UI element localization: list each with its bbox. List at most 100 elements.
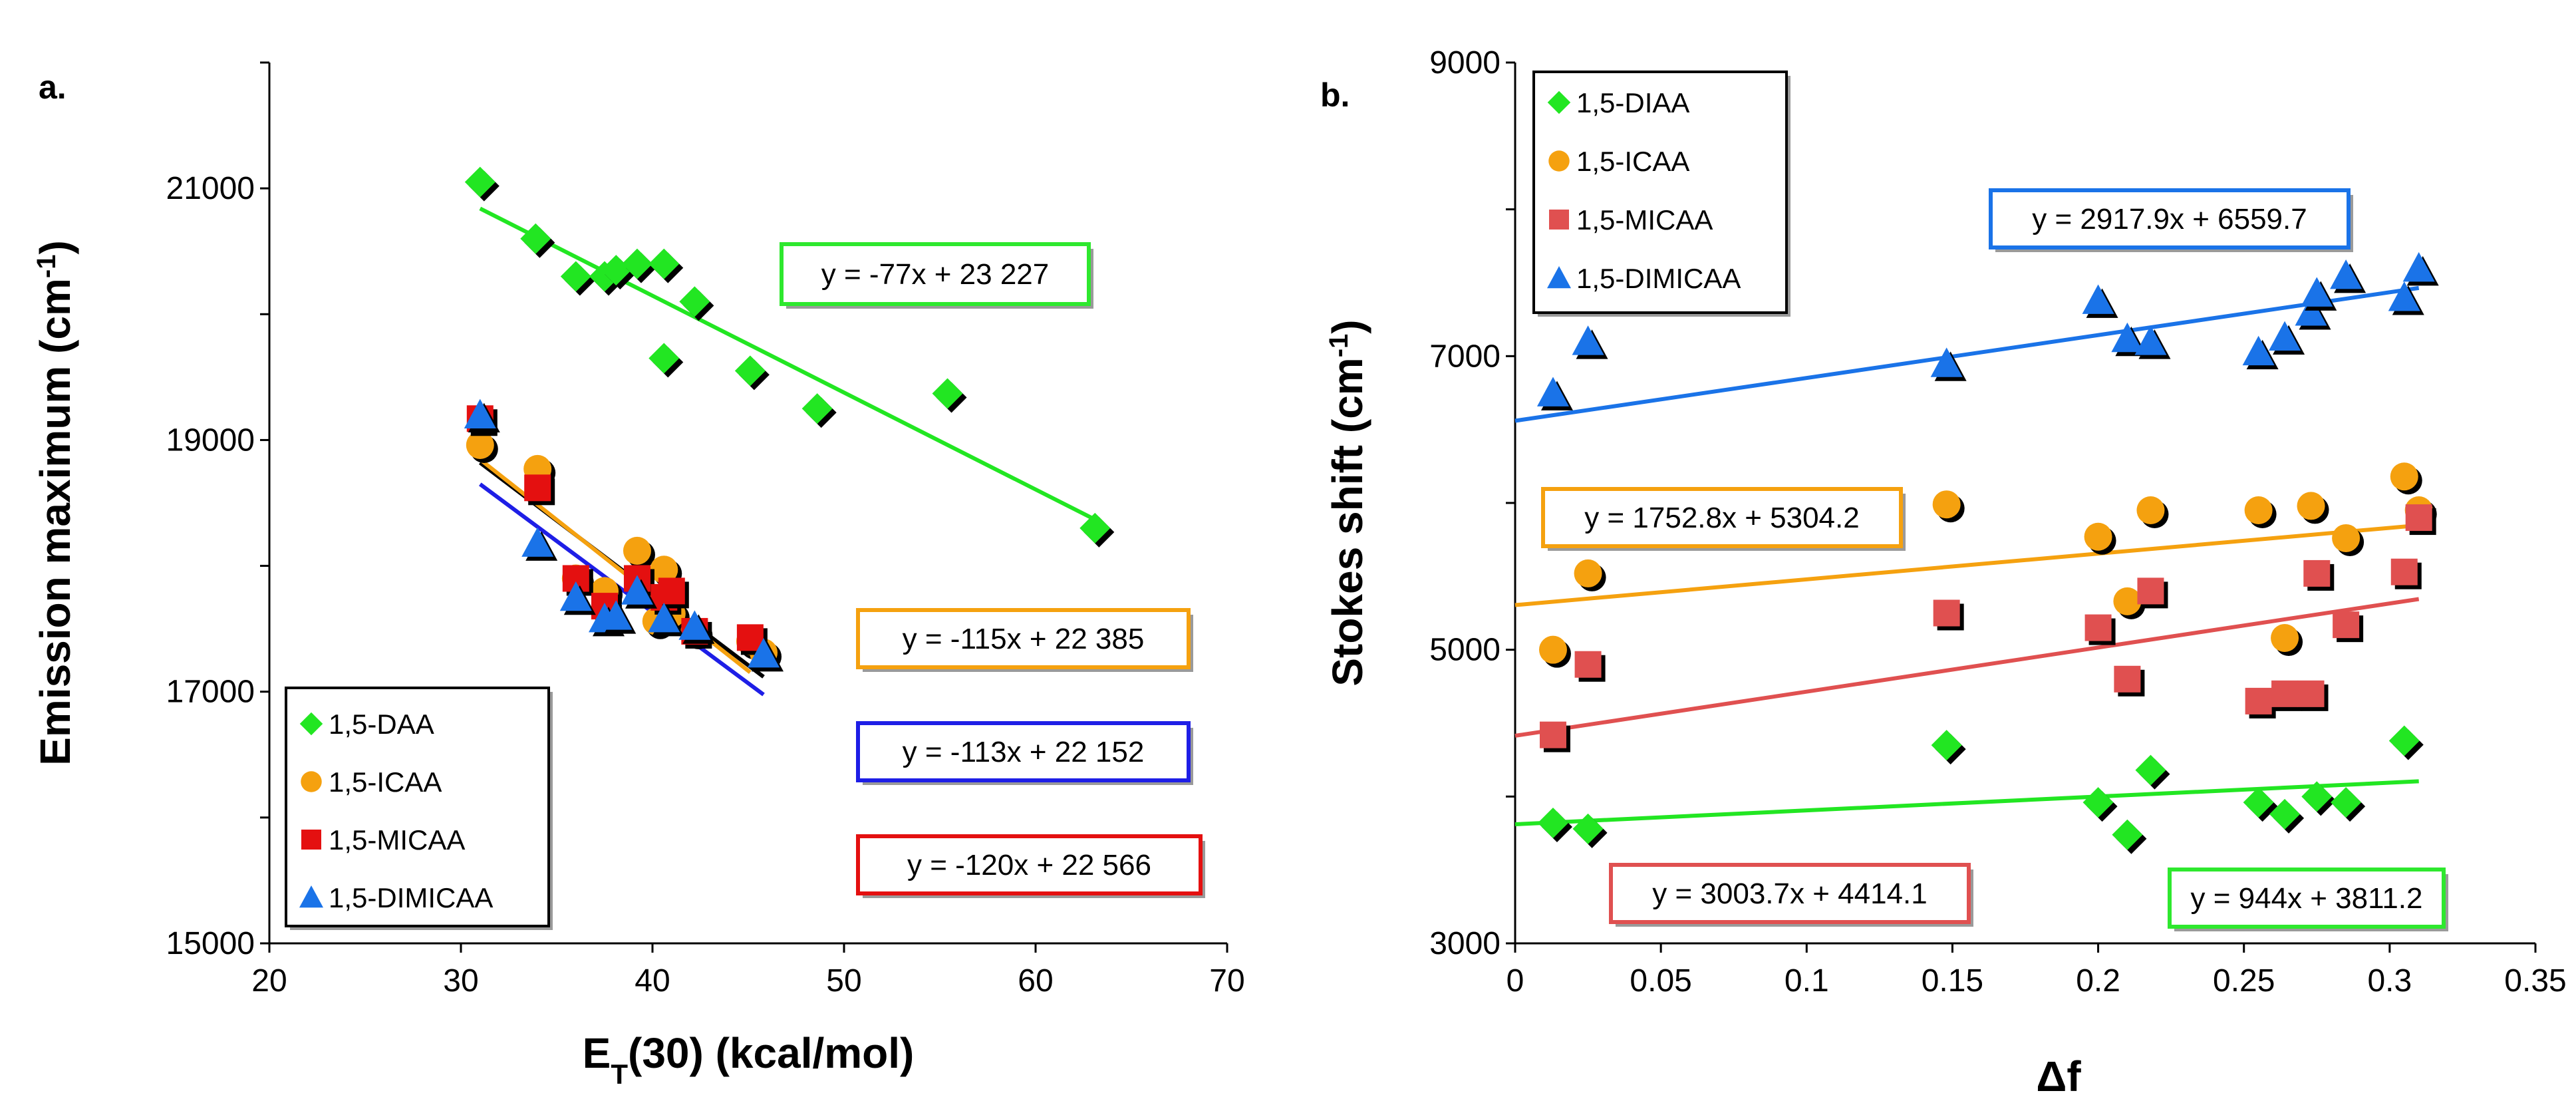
legend-entry: 1,5-DIAA	[1576, 87, 1689, 118]
y-tick-label: 5000	[1429, 633, 1501, 668]
x-tick-label: 0.25	[2213, 963, 2275, 999]
equation-box: y = 2917.9x + 6559.7	[1989, 188, 2353, 252]
fit-line-1,5-DIAA	[1514, 779, 2419, 826]
data-point	[2082, 284, 2114, 314]
data-point	[2388, 281, 2420, 311]
data-point	[748, 637, 780, 668]
series-1,5-DIMICAA	[1536, 251, 2439, 410]
data-point	[621, 248, 652, 279]
legend-marker	[299, 712, 323, 736]
y-tick-label: 19000	[166, 422, 255, 458]
equation-label: y = 2917.9x + 6559.7	[2032, 203, 2307, 236]
fit-line-1,5-DIMICAA	[479, 482, 765, 697]
y-tick-label: 9000	[1429, 45, 1501, 80]
legend-marker	[1549, 210, 1569, 230]
data-point	[2269, 798, 2301, 830]
data-point	[1572, 813, 1604, 844]
data-point	[464, 166, 496, 198]
data-point	[2134, 325, 2167, 355]
panel-label: b.	[1320, 77, 1350, 114]
data-point	[1574, 651, 1602, 678]
series-1,5-DIAA	[1537, 725, 2424, 854]
chart-panel-b: 3000 5000 7000 9000 0 0.05 0.1 0.15 0.2 0.25 0.3 0.…	[1320, 45, 2567, 1100]
x-tick-label: 20	[251, 963, 287, 999]
data-point	[678, 610, 711, 640]
x-tick-label: 30	[443, 963, 478, 999]
data-point	[1536, 377, 1569, 406]
y-axis-title-main: Stokes shift (cm	[1324, 357, 1371, 686]
data-point	[2244, 496, 2273, 525]
data-point	[2390, 558, 2418, 585]
data-point	[1930, 347, 1963, 377]
legend-entry: 1,5-DAA	[329, 709, 434, 740]
data-point	[2271, 624, 2299, 653]
data-point	[2333, 611, 2360, 639]
y-axis-title-superscript: -1	[32, 255, 61, 279]
fit-line-1,5-DAA	[479, 206, 1096, 522]
data-point	[648, 603, 680, 633]
data-point	[600, 600, 633, 630]
data-point	[648, 343, 680, 374]
x-tick-label: 0.3	[2367, 963, 2412, 999]
legend-entry: 1,5-MICAA	[329, 824, 465, 856]
data-point	[648, 248, 680, 279]
data-point	[2114, 665, 2141, 693]
equation-box: y = -120x + 22 566	[856, 834, 1205, 898]
data-point	[2297, 492, 2325, 520]
fit-line-1,5-DIMICAA	[1514, 285, 2420, 423]
data-point	[466, 430, 494, 459]
data-point	[2402, 251, 2435, 282]
series-1,5-ICAA	[1538, 462, 2437, 668]
legend-entry: 1,5-DIMICAA	[329, 882, 493, 913]
data-point	[2390, 462, 2418, 491]
equation-border	[856, 608, 1191, 669]
x-tick-label: 0.35	[2504, 963, 2566, 999]
legend-entry: 1,5-DIMICAA	[1576, 263, 1741, 294]
y-tick-label: 15000	[166, 926, 255, 961]
data-point	[2271, 680, 2299, 707]
data-point	[2301, 277, 2333, 307]
x-tick-label: 60	[1018, 963, 1053, 999]
data-point	[1538, 635, 1567, 664]
x-tick-label: 0.05	[1630, 963, 1691, 999]
series-1,5-DAA	[464, 166, 1115, 548]
x-tick-label: 0.1	[1785, 963, 1829, 999]
fit-line-1,5-MICAA	[1514, 597, 2420, 738]
data-point	[2243, 787, 2274, 818]
data-point	[679, 286, 710, 317]
equation-label: y = -120x + 22 566	[907, 849, 1151, 881]
y-axis-title: Emission maximum (cm-1)	[31, 240, 79, 766]
data-point	[2111, 322, 2144, 353]
data-point	[2084, 522, 2112, 551]
data-point	[1574, 559, 1602, 587]
equation-border	[856, 721, 1191, 782]
legend: 1,5-DIAA 1,5-ICAA 1,5-MICAA 1,5-DIMICAA	[1532, 71, 1790, 317]
legend-entry: 1,5-ICAA	[1576, 146, 1689, 177]
equation-label: y = 3003.7x + 4414.1	[1652, 877, 1927, 910]
equation-label: y = 1752.8x + 5304.2	[1584, 502, 1859, 534]
data-point	[2113, 587, 2142, 615]
equation-border	[1989, 188, 2351, 249]
fit-line-1,5-ICAA	[1514, 523, 2419, 607]
legend-marker	[1547, 90, 1571, 114]
data-point	[1079, 512, 1111, 544]
data-point	[623, 536, 651, 565]
data-point	[2135, 754, 2166, 786]
y-axis-title-main: Emission maximum (cm	[31, 278, 79, 766]
equation-label: y = 944x + 3811.2	[2190, 882, 2422, 915]
y-axis-title-superscript: -1	[1324, 334, 1354, 358]
data-point	[2301, 781, 2333, 812]
data-point	[621, 575, 653, 605]
x-tick-label: 50	[826, 963, 861, 999]
x-axis-title-main: E	[583, 1029, 611, 1077]
series-1,5-DIMICAA	[464, 398, 784, 672]
legend-marker	[1547, 266, 1571, 289]
equation-label: y = -113x + 22 152	[903, 736, 1145, 768]
legend: 1,5-DAA 1,5-ICAA 1,5-MICAA 1,5-DIMICAA	[285, 687, 553, 930]
data-point	[658, 577, 685, 605]
data-point	[1539, 721, 1566, 748]
equation-border	[1609, 863, 1971, 924]
y-tick-label: 17000	[166, 675, 255, 710]
series-1,5-ICAA	[466, 430, 782, 671]
legend-entry: 1,5-ICAA	[329, 766, 442, 798]
